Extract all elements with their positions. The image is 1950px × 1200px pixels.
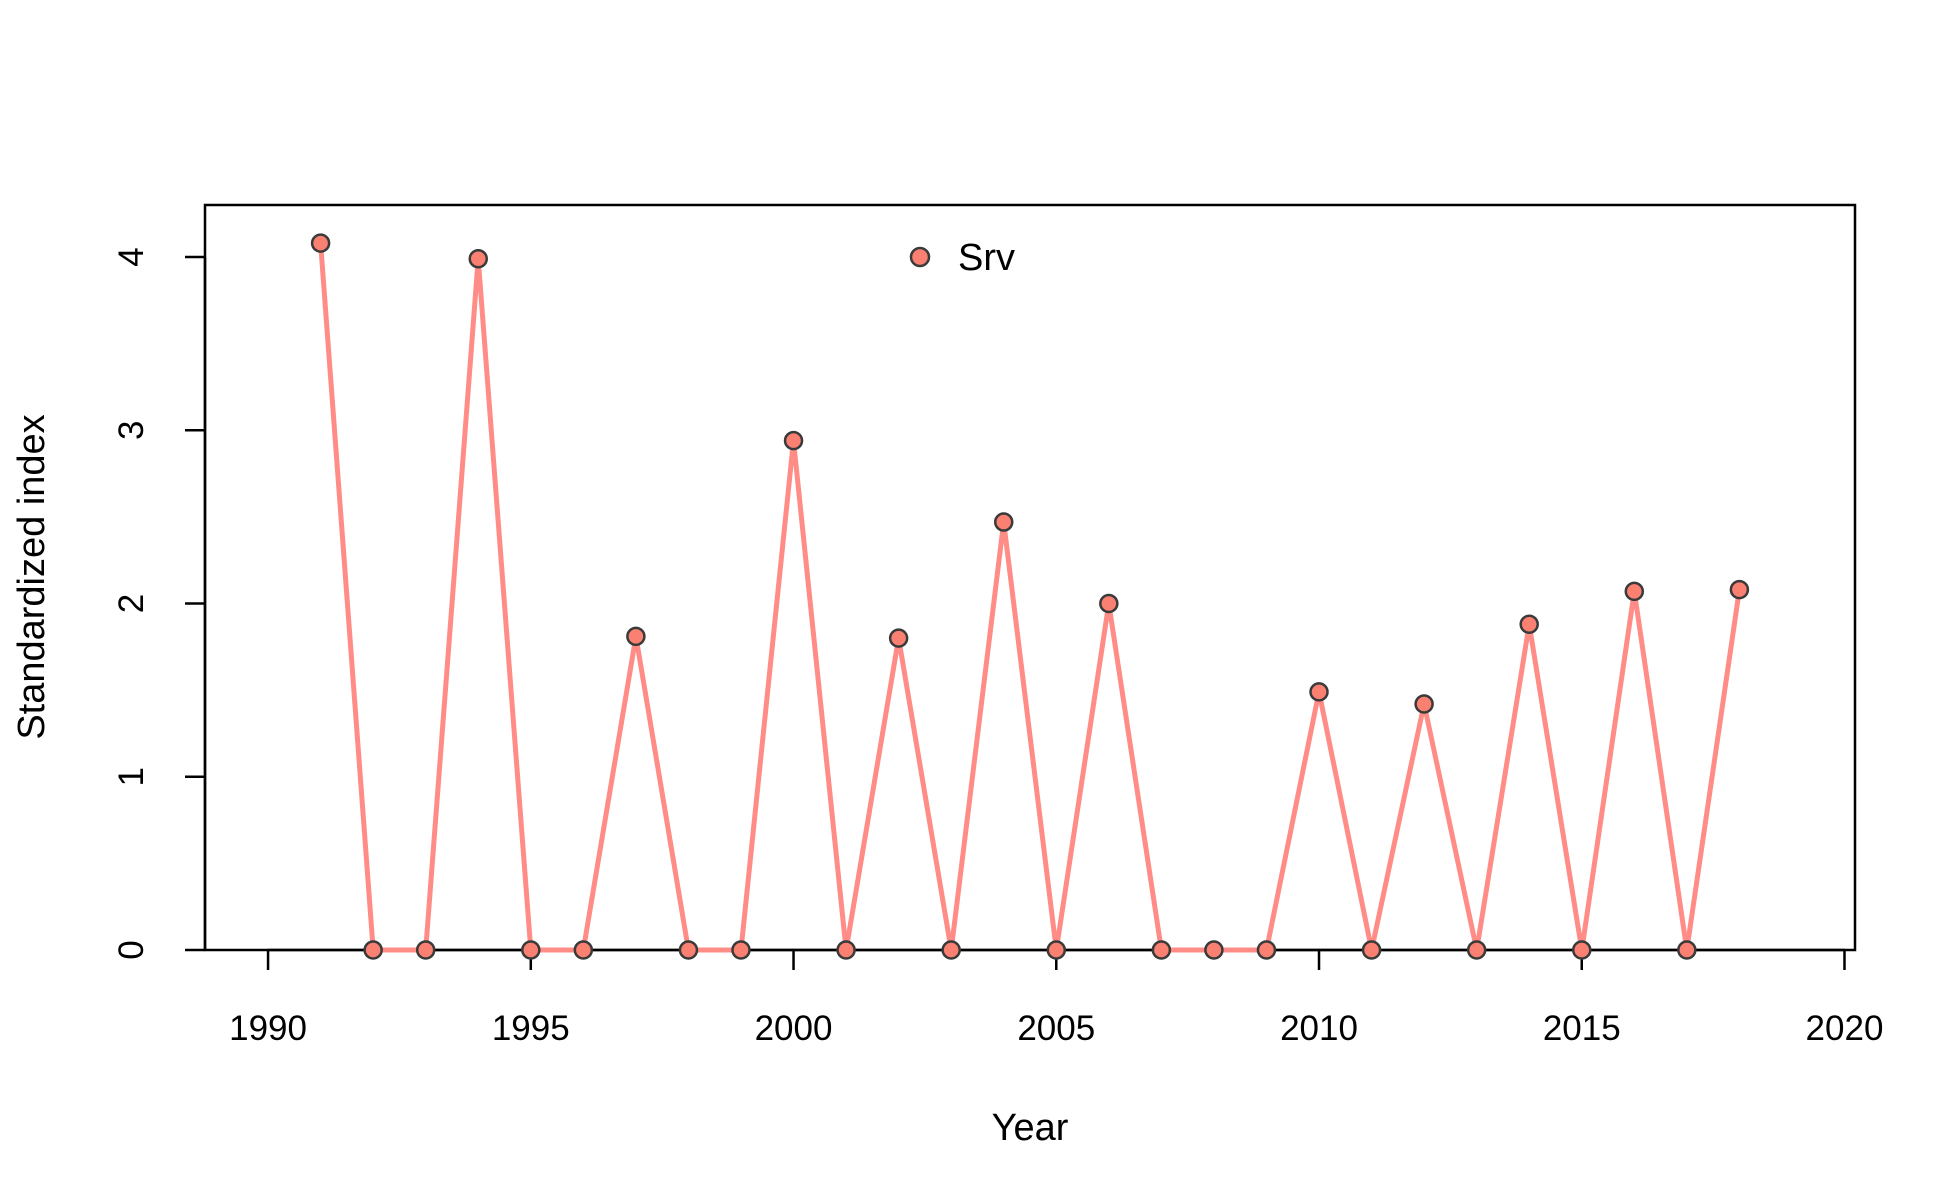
legend-marker [909,246,931,268]
data-point [1466,940,1487,960]
y-tick-label: 2 [112,594,151,613]
data-point [678,940,699,960]
data-point [836,940,856,960]
data-point [573,940,594,960]
legend-label: Srv [958,237,1015,279]
y-tick-label: 4 [112,247,151,266]
data-point [888,628,909,648]
data-point [626,626,646,647]
x-tick-label: 2005 [1017,1009,1095,1048]
x-tick-label: 2015 [1543,1009,1621,1048]
data-point [415,940,436,960]
data-point [731,940,751,960]
data-point [1414,694,1434,714]
data-point [1572,940,1592,960]
data-point [1361,940,1382,960]
x-tick-label: 1995 [492,1009,570,1048]
data-point [1151,940,1172,960]
data-point [468,248,488,269]
data-point [941,940,961,960]
data-point [1256,940,1277,960]
y-tick-label: 0 [112,940,151,959]
y-tick-label: 3 [112,420,151,439]
data-point [1099,593,1119,614]
data-point [1677,940,1697,960]
legend: Srv [909,237,1015,279]
data-point [1624,581,1645,602]
data-point [310,233,331,253]
x-tick-label: 2010 [1280,1009,1358,1048]
data-point [1046,940,1067,960]
data-point [1204,940,1224,960]
y-tick-label: 1 [112,767,151,786]
x-axis-title: Year [992,1107,1069,1149]
x-tick-label: 1990 [229,1009,307,1048]
data-point [1309,682,1329,702]
y-axis: 0 1 2 3 4 [112,247,207,960]
series-layer [310,233,1750,960]
data-point [783,430,804,451]
y-axis-title: Standardized index [11,414,53,739]
data-point [521,940,541,960]
x-tick-label: 2000 [755,1009,833,1048]
data-point [1519,614,1539,635]
series-line [318,242,1742,953]
data-point [1729,579,1750,600]
x-tick-label: 2020 [1806,1009,1884,1048]
data-point [993,512,1014,532]
x-axis: 1990 1995 2000 2005 2010 2015 2020 [229,948,1884,1048]
data-point [363,940,383,960]
